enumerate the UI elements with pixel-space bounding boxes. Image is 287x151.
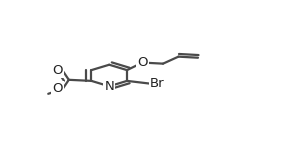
- Text: O: O: [137, 56, 148, 69]
- Text: O: O: [52, 64, 63, 77]
- Text: Br: Br: [150, 77, 164, 90]
- Text: O: O: [52, 82, 63, 95]
- Text: N: N: [104, 80, 114, 93]
